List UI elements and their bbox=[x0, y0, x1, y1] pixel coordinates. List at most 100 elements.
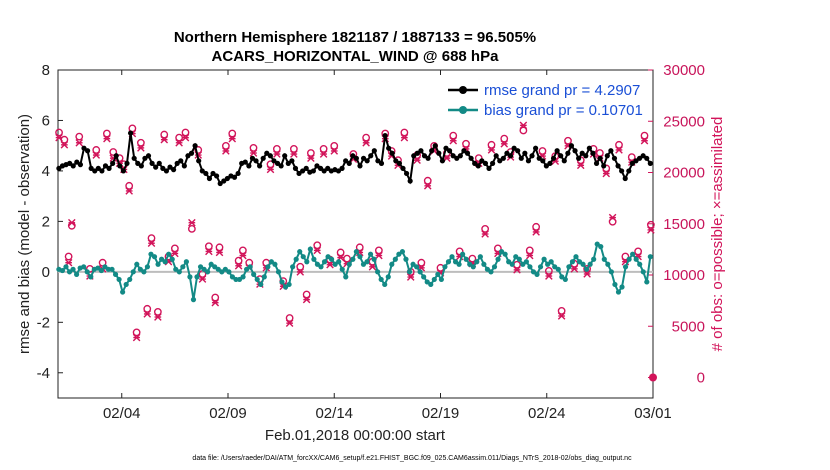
obs-possible-marker bbox=[147, 234, 156, 243]
series-point-0 bbox=[439, 158, 446, 164]
series-point-1 bbox=[357, 254, 363, 260]
series-point-0 bbox=[257, 163, 263, 169]
obs-assimilated-marker bbox=[171, 249, 179, 258]
obs-assimilated-marker bbox=[423, 182, 432, 190]
series-point-1 bbox=[389, 261, 395, 267]
series-point-1 bbox=[155, 261, 161, 267]
series-point-0 bbox=[547, 160, 553, 166]
series-point-1 bbox=[162, 259, 168, 265]
obs-possible-marker bbox=[132, 328, 141, 337]
series-point-0 bbox=[576, 155, 582, 161]
obs-possible-marker bbox=[544, 266, 553, 275]
obs-possible-marker bbox=[602, 164, 611, 173]
series-point-0 bbox=[436, 150, 442, 156]
series-point-0 bbox=[597, 155, 603, 161]
obs-possible-marker bbox=[374, 246, 383, 255]
obs-assimilated-marker bbox=[449, 136, 458, 145]
series-point-1 bbox=[481, 261, 487, 267]
series-point-0 bbox=[457, 153, 463, 159]
series-point-1 bbox=[615, 289, 622, 295]
series-point-1 bbox=[580, 261, 586, 267]
series-point-0 bbox=[507, 153, 514, 159]
series-point-1 bbox=[116, 276, 122, 283]
series-point-1 bbox=[151, 254, 158, 260]
series-point-1 bbox=[403, 256, 409, 262]
series-point-1 bbox=[120, 289, 126, 295]
obs-possible-marker bbox=[109, 148, 118, 156]
series-point-0 bbox=[192, 143, 198, 149]
series-point-0 bbox=[533, 145, 539, 151]
series-point-1 bbox=[555, 266, 561, 272]
series-point-1 bbox=[112, 271, 119, 277]
series-point-1 bbox=[474, 259, 480, 265]
series-point-1 bbox=[180, 264, 186, 270]
obs-possible-marker bbox=[400, 128, 409, 137]
series-point-1 bbox=[321, 259, 328, 265]
series-point-0 bbox=[242, 159, 248, 165]
series-point-1 bbox=[626, 256, 632, 262]
left-tick-label: 0 bbox=[42, 264, 50, 281]
series-point-1 bbox=[254, 276, 260, 283]
series-point-0 bbox=[382, 133, 388, 139]
series-point-0 bbox=[644, 155, 650, 161]
series-point-1 bbox=[385, 274, 391, 280]
series-point-0 bbox=[561, 158, 567, 164]
obs-possible-marker bbox=[160, 130, 169, 139]
series-point-0 bbox=[518, 155, 524, 161]
obs-possible-marker bbox=[92, 146, 101, 154]
x-tick-label: 02/19 bbox=[422, 405, 460, 422]
obs-assimilated-marker bbox=[55, 133, 63, 142]
series-point-1 bbox=[350, 256, 356, 262]
series-point-0 bbox=[170, 167, 177, 173]
right-tick-label: 25000 bbox=[663, 113, 705, 130]
series-point-0 bbox=[475, 163, 481, 169]
series-point-0 bbox=[145, 153, 152, 159]
series-point-0 bbox=[615, 163, 621, 169]
obs-assimilated-marker bbox=[160, 135, 169, 144]
series-point-1 bbox=[127, 276, 133, 283]
series-point-1 bbox=[378, 276, 384, 283]
obs-assimilated-marker bbox=[362, 138, 370, 147]
obs-possible-marker bbox=[55, 128, 63, 137]
series-point-0 bbox=[235, 170, 241, 177]
series-point-0 bbox=[364, 158, 370, 164]
obs-possible-marker bbox=[194, 146, 203, 154]
obs-possible-marker bbox=[627, 153, 636, 162]
series-point-0 bbox=[178, 158, 184, 164]
series-point-1 bbox=[343, 274, 349, 280]
obs-assimilated-marker bbox=[296, 268, 305, 276]
right-tick-label: 15000 bbox=[663, 216, 705, 233]
left-tick-label: -2 bbox=[37, 314, 50, 331]
obs-assimilated-marker bbox=[266, 165, 275, 174]
series-point-1 bbox=[413, 264, 420, 270]
series-point-1 bbox=[605, 261, 611, 267]
obs-assimilated-marker bbox=[137, 144, 145, 152]
x-axis-ticks: 02/04 02/09 02/14 02/19 02/24 03/01 bbox=[103, 70, 672, 422]
obs-assimilated-marker bbox=[375, 251, 383, 260]
series-point-1 bbox=[364, 259, 370, 265]
series-point-1 bbox=[456, 261, 462, 267]
legend-rmse-marker bbox=[459, 86, 467, 94]
obs-assimilated-marker bbox=[487, 146, 496, 154]
series-point-0 bbox=[626, 168, 632, 174]
obs-possible-marker bbox=[615, 140, 623, 149]
series-point-0 bbox=[131, 155, 137, 161]
series-point-1 bbox=[353, 249, 359, 255]
obs-assimilated-marker bbox=[608, 213, 617, 222]
series-point-1 bbox=[311, 256, 317, 262]
series-point-0 bbox=[253, 158, 259, 164]
obs-possible-marker bbox=[75, 132, 84, 141]
series-point-0 bbox=[110, 160, 116, 166]
obs-possible-marker bbox=[634, 247, 643, 256]
series-point-1 bbox=[516, 256, 522, 262]
obs-assimilated-marker bbox=[532, 228, 540, 236]
series-point-1 bbox=[502, 251, 508, 257]
series-point-1 bbox=[569, 259, 576, 265]
series-point-0 bbox=[468, 155, 474, 161]
chart-title-line1: Northern Hemisphere 1821187 / 1887133 = … bbox=[174, 29, 536, 46]
series-point-0 bbox=[611, 155, 618, 161]
legend-rmse-label: rmse grand pr = 4.2907 bbox=[484, 82, 640, 99]
obs-possible-marker bbox=[646, 220, 655, 229]
series-point-1 bbox=[491, 264, 498, 270]
obs-possible-marker bbox=[221, 141, 230, 150]
